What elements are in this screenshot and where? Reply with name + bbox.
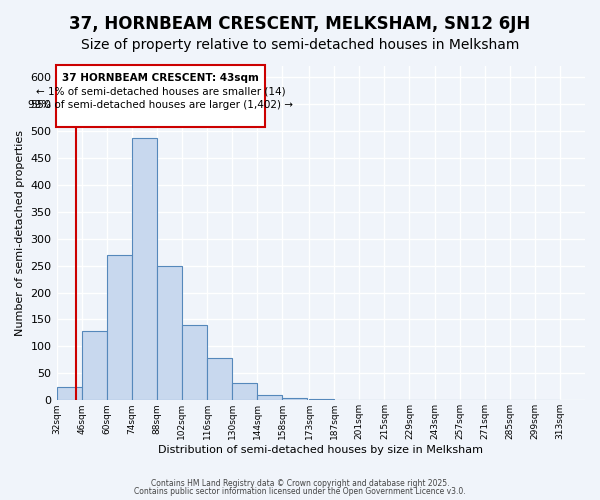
Bar: [257, 395, 282, 400]
Text: Size of property relative to semi-detached houses in Melksham: Size of property relative to semi-detach…: [81, 38, 519, 52]
Bar: [107, 255, 132, 400]
Text: 37 HORNBEAM CRESCENT: 43sqm: 37 HORNBEAM CRESCENT: 43sqm: [62, 72, 259, 83]
Bar: [132, 138, 157, 400]
Text: 99% of semi-detached houses are larger (1,402) →: 99% of semi-detached houses are larger (…: [28, 100, 293, 110]
Y-axis label: Number of semi-detached properties: Number of semi-detached properties: [15, 130, 25, 336]
Bar: [232, 383, 257, 400]
Text: Contains public sector information licensed under the Open Government Licence v3: Contains public sector information licen…: [134, 487, 466, 496]
Bar: [157, 266, 182, 400]
Text: ← 1% of semi-detached houses are smaller (14): ← 1% of semi-detached houses are smaller…: [35, 86, 285, 97]
Bar: [309, 399, 334, 400]
Bar: [82, 332, 107, 400]
Bar: [282, 398, 307, 400]
X-axis label: Distribution of semi-detached houses by size in Melksham: Distribution of semi-detached houses by …: [158, 445, 483, 455]
Bar: [182, 325, 207, 400]
Text: Contains HM Land Registry data © Crown copyright and database right 2025.: Contains HM Land Registry data © Crown c…: [151, 478, 449, 488]
Text: 37, HORNBEAM CRESCENT, MELKSHAM, SN12 6JH: 37, HORNBEAM CRESCENT, MELKSHAM, SN12 6J…: [70, 15, 530, 33]
Bar: [207, 358, 232, 401]
Bar: [56, 387, 82, 400]
FancyBboxPatch shape: [56, 65, 265, 126]
